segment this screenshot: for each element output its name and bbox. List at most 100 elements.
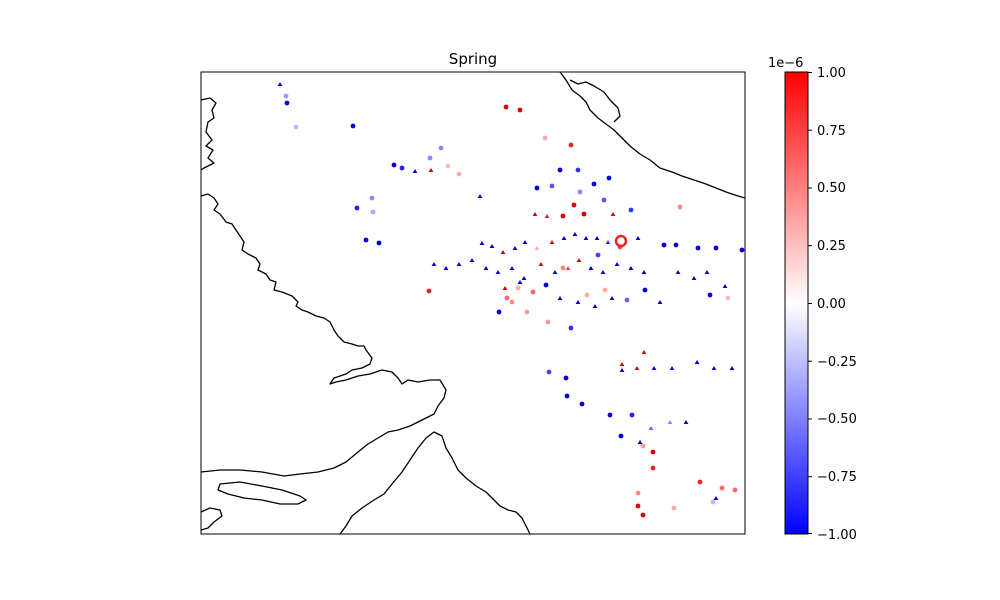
data-point — [565, 266, 571, 270]
data-point — [469, 258, 475, 262]
data-point — [534, 246, 540, 250]
data-point — [431, 262, 437, 266]
data-point — [532, 212, 538, 216]
data-point — [496, 309, 502, 315]
data-point — [544, 214, 550, 218]
data-point — [517, 280, 523, 284]
data-point — [577, 189, 583, 195]
data-point — [445, 163, 451, 169]
data-point — [477, 194, 483, 198]
colorbar-tick-label: 0.25 — [817, 239, 846, 254]
data-point — [560, 265, 566, 271]
colorbar-tick-label: 0.00 — [817, 297, 846, 312]
data-point — [549, 183, 555, 189]
data-point — [614, 262, 620, 266]
data-point — [568, 142, 574, 148]
data-point — [713, 496, 719, 500]
data-point — [483, 266, 489, 270]
data-point — [545, 319, 551, 325]
data-point — [588, 266, 594, 270]
data-point — [635, 236, 641, 240]
data-point — [642, 287, 648, 293]
data-point — [591, 181, 597, 187]
data-point — [512, 246, 518, 250]
colorbar-offset-label: 1e−6 — [768, 56, 803, 71]
data-point — [412, 169, 418, 173]
data-point — [739, 247, 745, 253]
data-point — [561, 236, 567, 240]
data-point — [293, 124, 299, 130]
data-point — [456, 262, 462, 266]
data-point — [557, 296, 563, 300]
data-point — [602, 287, 608, 293]
data-point — [719, 485, 725, 491]
data-point — [619, 362, 625, 366]
colorbar-tick-label: 0.50 — [817, 181, 846, 196]
data-point — [568, 325, 574, 331]
data-point — [563, 375, 569, 381]
data-point — [711, 366, 717, 370]
data-point — [524, 309, 530, 315]
data-point — [350, 123, 356, 129]
data-point — [391, 162, 397, 168]
data-point — [710, 499, 716, 505]
data-point — [479, 241, 485, 245]
coastline-newfoundland — [201, 507, 223, 531]
data-point — [648, 426, 654, 430]
data-point — [543, 282, 549, 288]
data-point — [549, 240, 555, 244]
data-point — [579, 401, 585, 407]
data-point — [673, 242, 679, 248]
data-point — [354, 205, 360, 211]
colorbar-gradient — [784, 71, 809, 535]
data-point — [583, 236, 589, 240]
data-point — [640, 512, 646, 518]
data-point — [606, 175, 612, 181]
data-point — [609, 296, 615, 300]
data-point — [521, 276, 527, 280]
data-point — [694, 360, 700, 364]
data-point — [456, 171, 462, 177]
data-point — [500, 250, 506, 254]
data-point — [495, 270, 501, 274]
map-title: Spring — [449, 50, 497, 68]
data-point — [576, 258, 582, 262]
coastline-north — [559, 72, 745, 199]
data-point — [729, 366, 735, 370]
data-point — [369, 195, 375, 201]
data-point — [503, 104, 509, 110]
data-point — [283, 93, 289, 99]
data-point — [363, 237, 369, 243]
data-point — [517, 107, 523, 113]
data-point — [509, 266, 515, 270]
coastline-lake — [217, 481, 307, 505]
data-point — [557, 167, 563, 173]
data-point — [575, 167, 581, 173]
data-point — [732, 487, 738, 493]
data-point — [502, 286, 508, 290]
coastline-north-inlet — [569, 79, 621, 123]
data-point — [277, 82, 283, 86]
data-point — [564, 393, 570, 399]
data-point — [641, 350, 647, 354]
map-background — [201, 72, 745, 534]
data-point — [560, 213, 566, 219]
data-point — [722, 284, 728, 288]
data-point — [509, 299, 515, 305]
data-point — [677, 204, 683, 210]
data-point — [538, 262, 544, 266]
data-point — [552, 270, 558, 274]
colorbar-tick-label: 0.75 — [817, 124, 846, 139]
colorbar-tick-label: −0.50 — [817, 412, 857, 427]
data-point — [592, 304, 598, 308]
colorbar-tick-label: −0.75 — [817, 470, 857, 485]
colorbar: 1e−6 1.00 0.75 0.50 0.25 0.00 −0.25 −0.5… — [768, 56, 857, 543]
data-point — [651, 366, 657, 370]
colorbar-tick-label: 1.00 — [817, 66, 846, 81]
data-point — [671, 505, 677, 511]
data-point — [581, 211, 587, 217]
data-point — [628, 266, 634, 270]
data-point — [635, 490, 641, 496]
data-point — [707, 292, 713, 298]
